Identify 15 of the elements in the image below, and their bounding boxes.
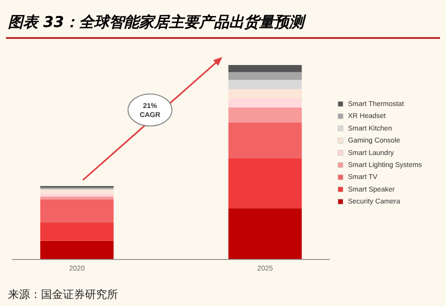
bar <box>228 107 302 122</box>
bar <box>40 222 114 241</box>
bar <box>40 193 114 197</box>
bar <box>228 80 302 90</box>
bar <box>228 158 302 208</box>
bar <box>228 65 302 72</box>
bar <box>40 190 114 194</box>
bar <box>228 208 302 259</box>
bar <box>40 199 114 223</box>
source-note: 来源：国金证券研究所 <box>8 288 118 301</box>
bar <box>40 196 114 200</box>
bar <box>228 72 302 80</box>
bar <box>40 240 114 259</box>
bar <box>228 122 302 158</box>
chart-title: 图表 33：全球智能家居主要产品出货量预测 <box>8 13 308 31</box>
